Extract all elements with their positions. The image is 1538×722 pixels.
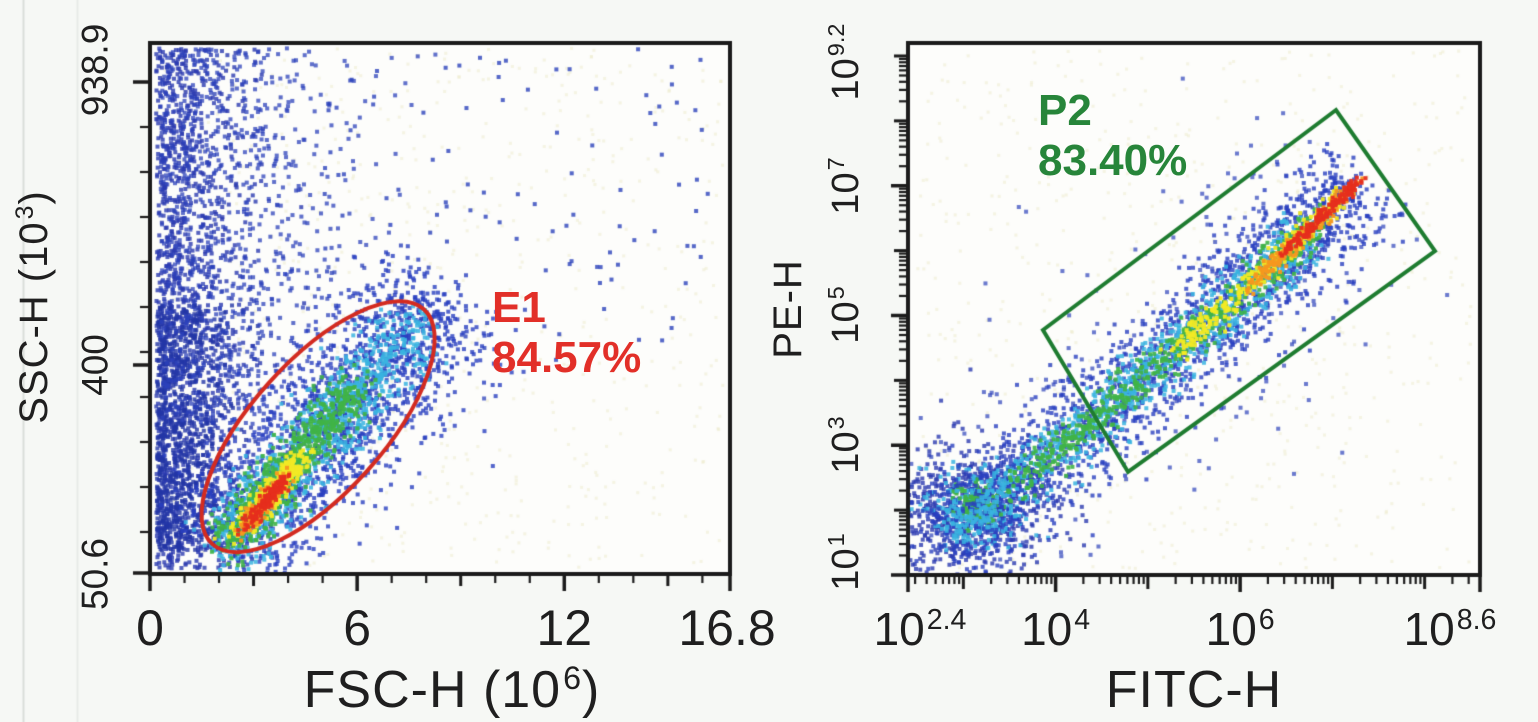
x-tick-label: 104 — [1021, 603, 1091, 656]
x-tick-label: 6 — [343, 600, 372, 656]
y-tick-label: 938.9 — [74, 23, 116, 117]
x-axis-label-fitc: FITC-H — [1105, 661, 1283, 719]
y-axis-label-pe: PE-H — [766, 259, 810, 359]
y-tick-label: 109.2 — [823, 23, 867, 101]
x-axis-label-fsc: FSC-H (106) — [303, 659, 601, 720]
gate-percent-p2: 83.40% — [1038, 136, 1188, 186]
y-axis-label-ssc: SSC-H (103) — [11, 190, 57, 424]
y-tick-label: 103 — [823, 416, 867, 474]
x-tick-label: 0 — [136, 600, 164, 656]
y-tick-label: 50.6 — [74, 537, 116, 611]
y-tick-label: 105 — [823, 286, 867, 345]
x-tick-label: 16.8 — [678, 600, 776, 656]
x-tick-label: 12 — [536, 600, 593, 656]
x-tick-label: 102.4 — [873, 603, 967, 656]
y-tick-label: 107 — [823, 157, 867, 215]
gate-percent-e1: 84.57% — [492, 333, 642, 383]
y-tick-label: 101 — [823, 533, 867, 591]
x-tick-label: 106 — [1205, 603, 1275, 656]
y-tick-label: 400 — [74, 334, 116, 396]
x-tick-label: 108.6 — [1403, 603, 1497, 656]
gate-label-e1: E1 84.57% — [492, 283, 641, 383]
gate-name-e1: E1 — [492, 283, 546, 332]
gate-label-p2: P2 83.40% — [1038, 86, 1187, 186]
gate-name-p2: P2 — [1038, 86, 1092, 135]
